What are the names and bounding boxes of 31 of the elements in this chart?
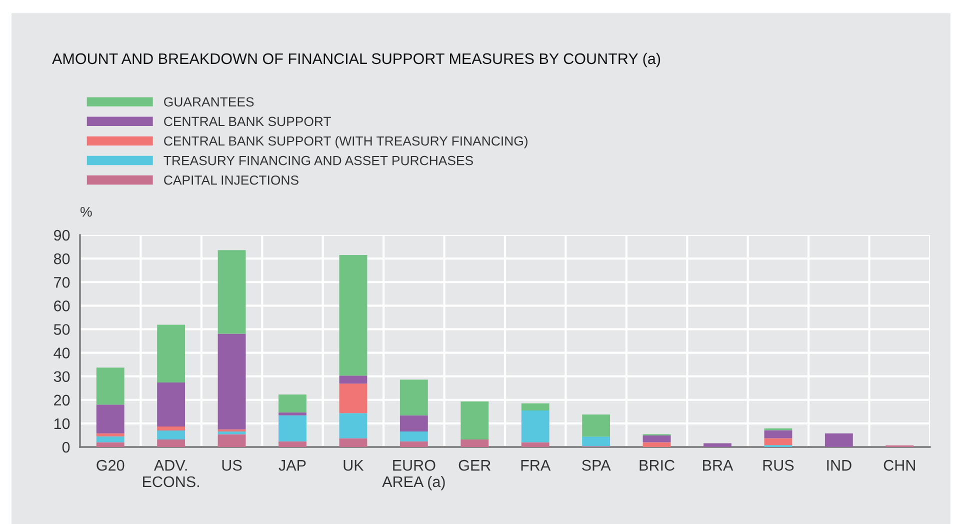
y-tick-label: 70 <box>54 276 70 288</box>
y-axis-title: % <box>80 206 92 217</box>
y-tick-label: 10 <box>54 418 70 430</box>
x-tick-label: GER <box>458 460 490 471</box>
x-tick-label: JAP <box>278 460 306 471</box>
x-tick-label: FRA <box>521 460 551 471</box>
x-tick-label: SPA <box>582 460 611 471</box>
y-tick-label: 90 <box>54 230 70 241</box>
y-tick-label: 30 <box>54 371 70 382</box>
legend-label: CENTRAL BANK SUPPORT (WITH TREASURY FINANCING) <box>164 136 528 148</box>
x-tick-label: CHN <box>884 460 915 471</box>
x-tick-label: US <box>222 460 242 471</box>
x-tick-label: RUS <box>763 460 794 471</box>
x-tick-label: UK <box>344 460 364 471</box>
x-tick-label: IND <box>827 460 852 471</box>
y-tick-label: 50 <box>54 324 70 335</box>
y-tick-label: 60 <box>54 300 70 312</box>
chart-title: AMOUNT AND BREAKDOWN OF FINANCIAL SUPPORT MEASURES BY COUNTRY (a) <box>52 52 660 68</box>
legend-label: GUARANTEES <box>164 97 254 107</box>
legend-label: TREASURY FINANCING AND ASSET PURCHASES <box>164 156 473 166</box>
x-tick-label: ADV. ECONS. <box>143 460 199 488</box>
legend-label: CENTRAL BANK SUPPORT <box>164 116 332 126</box>
x-tick-label: EURO AREA (a) <box>382 460 445 490</box>
x-tick-label: G20 <box>96 460 124 471</box>
y-tick-label: 20 <box>54 394 70 406</box>
x-tick-label: BRIC <box>640 460 674 471</box>
legend-label: CAPITAL INJECTIONS <box>164 175 298 185</box>
y-tick-label: 0 <box>62 442 70 453</box>
y-tick-label: 80 <box>54 253 70 264</box>
x-tick-label: BRA <box>703 460 734 471</box>
y-tick-label: 40 <box>54 348 70 358</box>
